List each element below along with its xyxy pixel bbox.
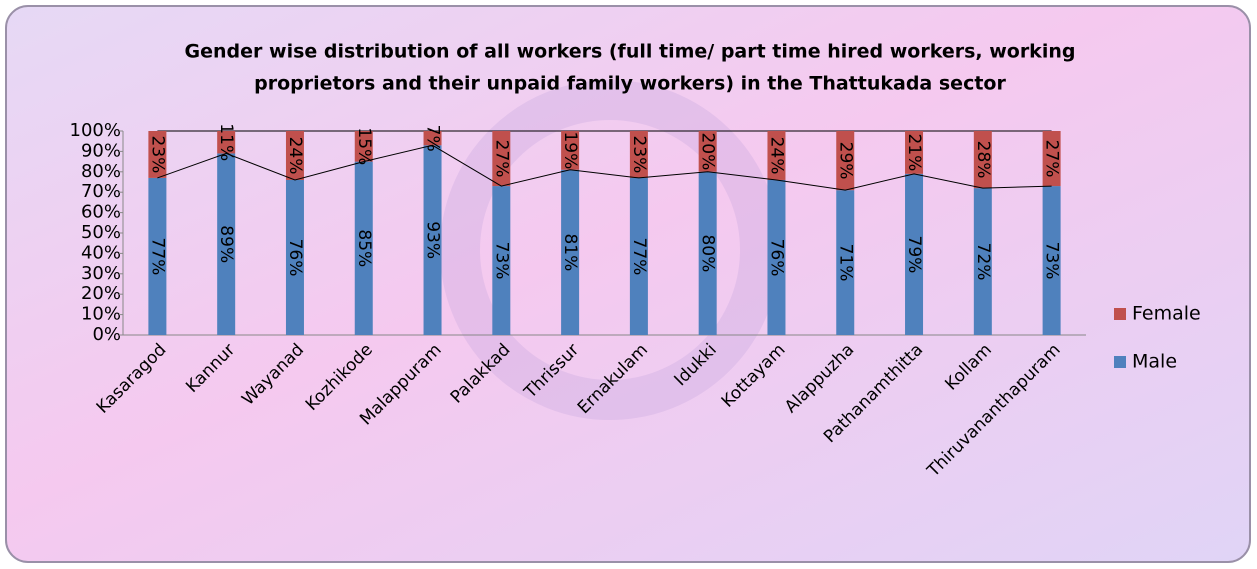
y-tick-label: 40%	[81, 242, 121, 263]
data-label: 20%	[698, 133, 718, 171]
data-label: 79%	[904, 236, 924, 274]
legend-label: Male	[1132, 351, 1177, 373]
legend-swatch	[1114, 308, 1126, 320]
y-tick-label: 30%	[81, 263, 121, 284]
data-label: 76%	[766, 239, 786, 277]
data-label: 72%	[973, 243, 993, 281]
data-label: 24%	[285, 137, 305, 175]
chart-title: proprietors and their unpaid family work…	[254, 73, 1006, 95]
chart-title: Gender wise distribution of all workers …	[185, 41, 1076, 63]
data-label: 85%	[354, 229, 374, 267]
data-label: 76%	[285, 239, 305, 277]
data-label: 28%	[973, 141, 993, 179]
y-tick-label: 50%	[81, 222, 121, 243]
y-tick-label: 0%	[92, 324, 121, 345]
y-tick-label: 80%	[81, 161, 121, 182]
data-label: 27%	[491, 140, 511, 178]
data-label: 23%	[629, 136, 649, 174]
y-tick-label: 60%	[81, 202, 121, 223]
data-label: 89%	[216, 225, 236, 263]
data-label: 80%	[698, 235, 718, 273]
data-label: 77%	[629, 238, 649, 276]
data-label: 19%	[560, 131, 580, 169]
data-label: 81%	[560, 233, 580, 271]
data-label: 24%	[766, 137, 786, 175]
chart: Gender wise distribution of all workers …	[0, 0, 1257, 569]
y-tick-label: 90%	[81, 140, 121, 161]
y-tick-label: 100%	[70, 120, 121, 141]
data-label: 77%	[147, 238, 167, 276]
data-label: 93%	[423, 221, 443, 259]
data-label: 73%	[1042, 242, 1062, 280]
legend-label: Female	[1132, 303, 1201, 325]
data-label: 23%	[147, 136, 167, 174]
data-label: 71%	[835, 244, 855, 282]
legend-swatch	[1114, 356, 1126, 368]
data-label: 29%	[835, 142, 855, 180]
data-label: 27%	[1042, 140, 1062, 178]
data-label: 7%	[423, 125, 443, 152]
y-tick-label: 10%	[81, 304, 121, 325]
y-tick-label: 70%	[81, 181, 121, 202]
data-label: 21%	[904, 134, 924, 172]
y-tick-label: 20%	[81, 283, 121, 304]
data-label: 73%	[491, 242, 511, 280]
